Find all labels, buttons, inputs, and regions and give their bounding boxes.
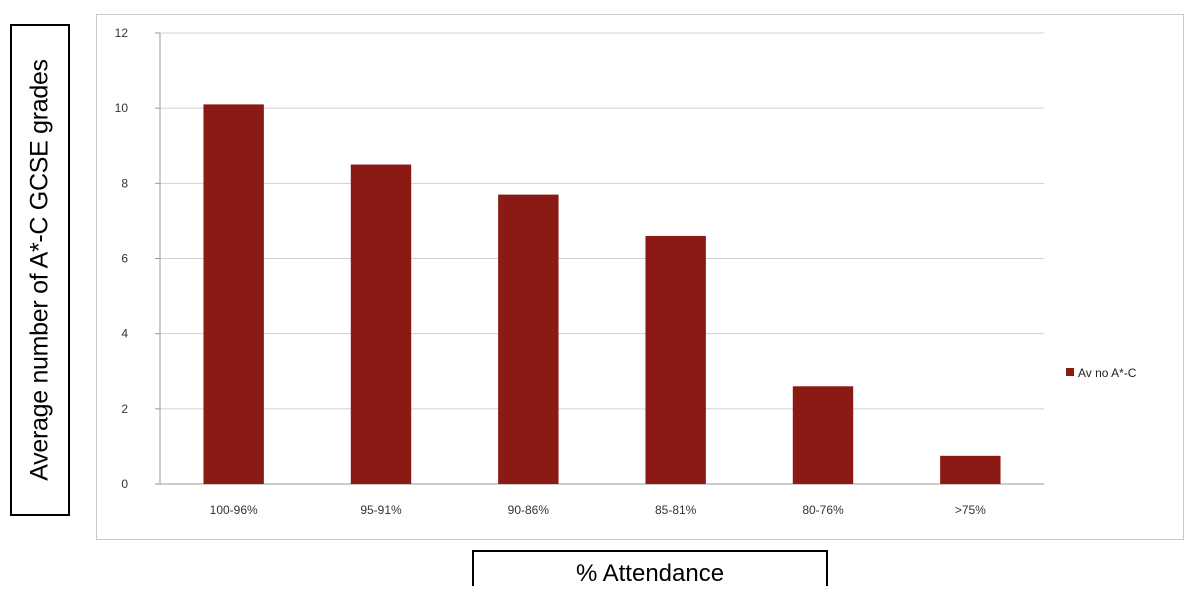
bar <box>498 194 559 484</box>
gridlines <box>159 32 1044 485</box>
x-tick-label: >75% <box>955 503 986 517</box>
x-tick-label: 100-96% <box>210 503 258 517</box>
legend: Av no A*-C <box>1066 366 1137 380</box>
y-tick-label: 4 <box>121 327 128 341</box>
x-tick-label: 85-81% <box>655 503 697 517</box>
bar <box>645 235 706 484</box>
bar <box>792 386 854 484</box>
bar <box>940 455 1001 484</box>
y-tick-label: 0 <box>121 477 128 491</box>
y-axis-label-box: Average number of A*-C GCSE grades <box>10 24 70 516</box>
x-tick-label: 95-91% <box>360 503 402 517</box>
bar <box>203 104 264 485</box>
x-axis-ticks: 100-96% 95-91% 90-86% 85-81% 80-76% >75% <box>210 503 987 517</box>
y-axis-ticks: 0 2 4 6 8 10 12 <box>115 26 160 491</box>
y-tick-label: 10 <box>115 101 129 115</box>
bar <box>350 164 412 484</box>
y-tick-label: 2 <box>121 402 128 416</box>
bars <box>203 104 1001 485</box>
x-tick-label: 80-76% <box>802 503 844 517</box>
x-axis-label-box: % Attendance <box>472 550 828 587</box>
y-tick-label: 6 <box>121 252 128 266</box>
chart-area <box>96 14 1184 540</box>
legend-swatch <box>1066 368 1074 376</box>
x-axis-label: % Attendance <box>575 560 725 587</box>
y-tick-label: 8 <box>121 176 128 190</box>
x-tick-label: 90-86% <box>508 503 550 517</box>
y-tick-label: 12 <box>115 26 129 40</box>
legend-label: Av no A*-C <box>1078 366 1137 380</box>
